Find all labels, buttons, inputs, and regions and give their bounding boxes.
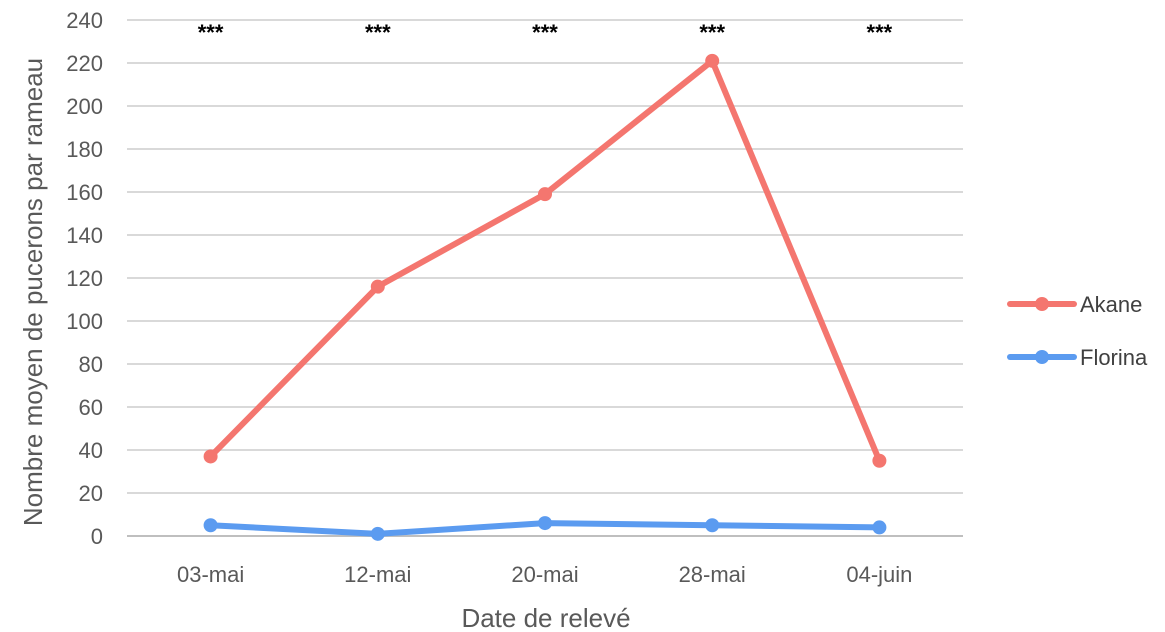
x-tick-label: 20-mai xyxy=(511,562,578,587)
data-point xyxy=(370,279,385,294)
data-point xyxy=(538,516,552,531)
y-axis-tick-labels: 0 20 40 60 80 100 120 140 160 180 200 220 240 xyxy=(66,8,103,549)
y-tick-label: 160 xyxy=(66,180,103,205)
y-tick-label: 140 xyxy=(66,223,103,248)
gridlines xyxy=(127,19,963,537)
data-point xyxy=(203,518,218,533)
data-point xyxy=(705,518,720,533)
y-tick-label: 40 xyxy=(79,438,103,463)
y-tick-label: 60 xyxy=(79,395,103,420)
y-tick-label: 180 xyxy=(66,137,103,162)
significance-annotation: *** xyxy=(867,20,893,45)
data-point xyxy=(203,449,218,464)
x-tick-label: 12-mai xyxy=(344,562,411,587)
legend-label: Akane xyxy=(1080,292,1142,317)
significance-annotation: *** xyxy=(198,20,224,45)
significance-annotation: *** xyxy=(532,20,558,45)
legend-marker xyxy=(1035,350,1049,364)
y-tick-label: 200 xyxy=(66,94,103,119)
legend-item: Florina xyxy=(1007,345,1148,370)
legend-marker xyxy=(1035,297,1049,311)
x-axis-tick-labels: 03-mai 12-mai 20-mai 28-mai 04-juin xyxy=(177,562,912,587)
legend: Akane Florina xyxy=(1007,292,1148,370)
series-florina xyxy=(203,516,887,541)
y-tick-label: 100 xyxy=(66,309,103,334)
x-tick-label: 04-juin xyxy=(846,562,912,587)
data-point xyxy=(872,453,887,468)
y-tick-label: 80 xyxy=(79,352,103,377)
significance-annotations: *** *** *** *** *** xyxy=(198,20,893,45)
data-point xyxy=(872,520,887,535)
series-akane xyxy=(203,53,887,468)
legend-item: Akane xyxy=(1007,292,1142,317)
significance-annotation: *** xyxy=(365,20,391,45)
y-tick-label: 220 xyxy=(66,51,103,76)
y-tick-label: 0 xyxy=(91,524,103,549)
y-tick-label: 120 xyxy=(66,266,103,291)
series-line xyxy=(207,57,883,464)
x-axis-title: Date de relevé xyxy=(461,603,630,632)
data-point xyxy=(705,53,720,68)
y-tick-label: 20 xyxy=(79,481,103,506)
y-tick-label: 240 xyxy=(66,8,103,33)
legend-label: Florina xyxy=(1080,345,1148,370)
y-axis-title: Nombre moyen de pucerons par rameau xyxy=(18,58,48,526)
data-point xyxy=(370,526,385,541)
significance-annotation: *** xyxy=(699,20,725,45)
x-tick-label: 03-mai xyxy=(177,562,244,587)
series xyxy=(203,53,887,541)
x-tick-label: 28-mai xyxy=(679,562,746,587)
data-point xyxy=(538,187,552,202)
